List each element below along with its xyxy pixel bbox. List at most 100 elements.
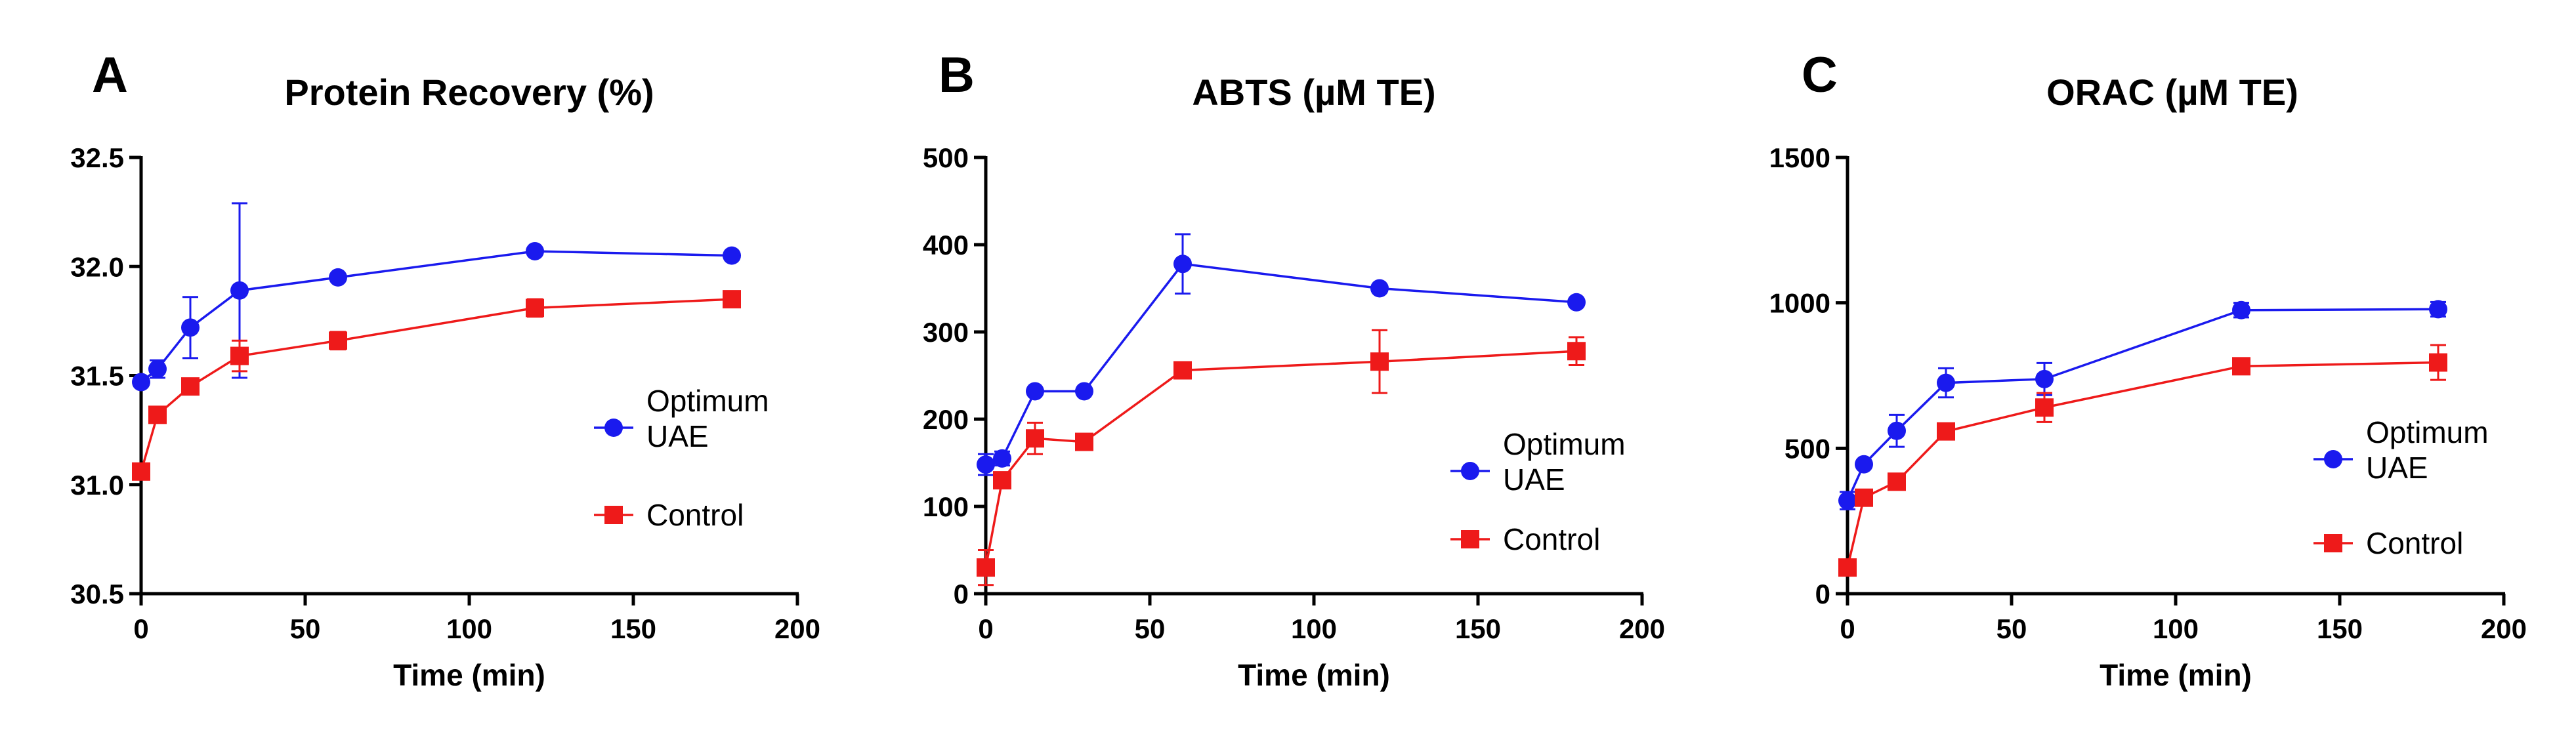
- legend-marker: [604, 506, 623, 524]
- data-point: [1888, 472, 1906, 491]
- series-control: [977, 329, 1586, 586]
- y-tick-label: 1500: [1769, 142, 1830, 173]
- x-tick-label: 50: [290, 613, 321, 644]
- x-axis-label: Time (min): [1238, 658, 1390, 692]
- data-point: [526, 241, 544, 260]
- y-tick-label: 31.5: [70, 361, 124, 392]
- y-tick-label: 200: [923, 404, 969, 435]
- data-point: [1937, 422, 1955, 441]
- data-point: [181, 318, 200, 337]
- data-point: [132, 462, 150, 481]
- series-line: [140, 298, 732, 472]
- x-axis-label: Time (min): [393, 658, 545, 692]
- x-tick-label: 150: [2317, 613, 2363, 644]
- x-tick-label: 50: [1996, 613, 2027, 644]
- data-point: [148, 359, 167, 379]
- legend-marker: [1461, 462, 1479, 480]
- chart-title: Protein Recovery (%): [284, 72, 654, 113]
- legend-label: Control: [646, 498, 744, 532]
- data-point: [329, 331, 347, 350]
- data-point: [1173, 361, 1192, 380]
- x-tick-label: 0: [133, 613, 148, 644]
- data-point: [993, 471, 1011, 490]
- series-optimum-uae: [132, 202, 741, 392]
- series-control: [1838, 344, 2447, 577]
- x-tick-label: 0: [1840, 613, 1855, 644]
- data-point: [2232, 300, 2250, 319]
- legend-label: Control: [2366, 526, 2463, 560]
- panel-letter: B: [939, 47, 975, 103]
- y-tick-label: 32.0: [70, 251, 124, 282]
- data-point: [1567, 342, 1586, 361]
- data-point: [723, 290, 741, 309]
- legend-entry: Control: [594, 498, 744, 532]
- legend-marker: [604, 419, 623, 437]
- x-tick-label: 50: [1135, 613, 1166, 644]
- data-point: [2429, 300, 2447, 319]
- chart-title: ORAC (µM TE): [2046, 72, 2298, 113]
- legend-marker: [2324, 450, 2342, 468]
- data-point: [1888, 421, 1906, 440]
- panel-letter: C: [1802, 47, 1838, 103]
- data-point: [977, 455, 995, 474]
- data-point: [1026, 429, 1044, 448]
- data-point: [2035, 369, 2054, 388]
- y-tick-label: 0: [954, 579, 969, 609]
- data-point: [181, 377, 200, 396]
- series-control: [132, 290, 741, 481]
- legend-marker: [2324, 534, 2342, 552]
- legend-label: Optimum: [1503, 427, 1626, 461]
- chart-panel-a: A Protein Recovery (%) 30.5 31.0 31.5 32.0 32.…: [70, 47, 820, 692]
- y-tick-label: 31.0: [70, 470, 124, 501]
- series-optimum-uae: [977, 233, 1586, 476]
- y-tick-label: 0: [1815, 579, 1830, 609]
- chart-title: ABTS (µM TE): [1192, 72, 1435, 113]
- data-point: [1075, 432, 1093, 451]
- chart-panel-b: B ABTS (µM TE) 0 100 200 300 400 500 0 50 100 150 20…: [923, 47, 1665, 692]
- legend-entry: Control: [1450, 522, 1600, 556]
- series-line: [984, 350, 1577, 568]
- series-optimum-uae: [1838, 300, 2447, 510]
- data-point: [1370, 279, 1389, 298]
- data-point: [1855, 455, 1873, 474]
- series-line: [1846, 308, 2439, 501]
- legend-entry: Control: [2313, 526, 2463, 560]
- chart-panel-c: C ORAC (µM TE) 0 500 1000 1500 0 50 100 150 200 Tim…: [1769, 47, 2527, 692]
- data-point: [1370, 352, 1389, 371]
- data-point: [1937, 373, 1955, 392]
- x-tick-label: 150: [1455, 613, 1501, 644]
- data-point: [993, 449, 1011, 468]
- data-point: [148, 405, 167, 424]
- x-tick-label: 100: [2153, 613, 2199, 644]
- data-point: [230, 281, 249, 300]
- data-point: [526, 298, 544, 318]
- series-line: [985, 262, 1577, 466]
- legend-label: Optimum: [646, 384, 769, 418]
- y-tick-label: 100: [923, 491, 969, 522]
- data-point: [1173, 255, 1192, 274]
- data-point: [1075, 382, 1093, 401]
- x-axis-label: Time (min): [2100, 658, 2252, 692]
- legend-label: UAE: [646, 419, 709, 453]
- panel-letter: A: [92, 47, 128, 103]
- y-tick-label: 32.5: [70, 142, 124, 173]
- data-point: [977, 558, 995, 577]
- data-point: [230, 346, 249, 365]
- data-point: [2429, 353, 2447, 372]
- y-tick-label: 30.5: [70, 579, 124, 609]
- data-point: [2035, 398, 2054, 417]
- legend-label: Optimum: [2366, 415, 2489, 449]
- data-point: [1567, 293, 1586, 312]
- legend-label: UAE: [2366, 451, 2428, 485]
- y-tick-label: 500: [1784, 433, 1830, 464]
- data-point: [1026, 382, 1044, 401]
- y-tick-label: 300: [923, 317, 969, 348]
- legend-label: UAE: [1503, 462, 1565, 497]
- x-tick-label: 0: [978, 613, 993, 644]
- x-tick-label: 100: [446, 613, 492, 644]
- y-tick-label: 400: [923, 230, 969, 260]
- x-tick-label: 200: [1619, 613, 1665, 644]
